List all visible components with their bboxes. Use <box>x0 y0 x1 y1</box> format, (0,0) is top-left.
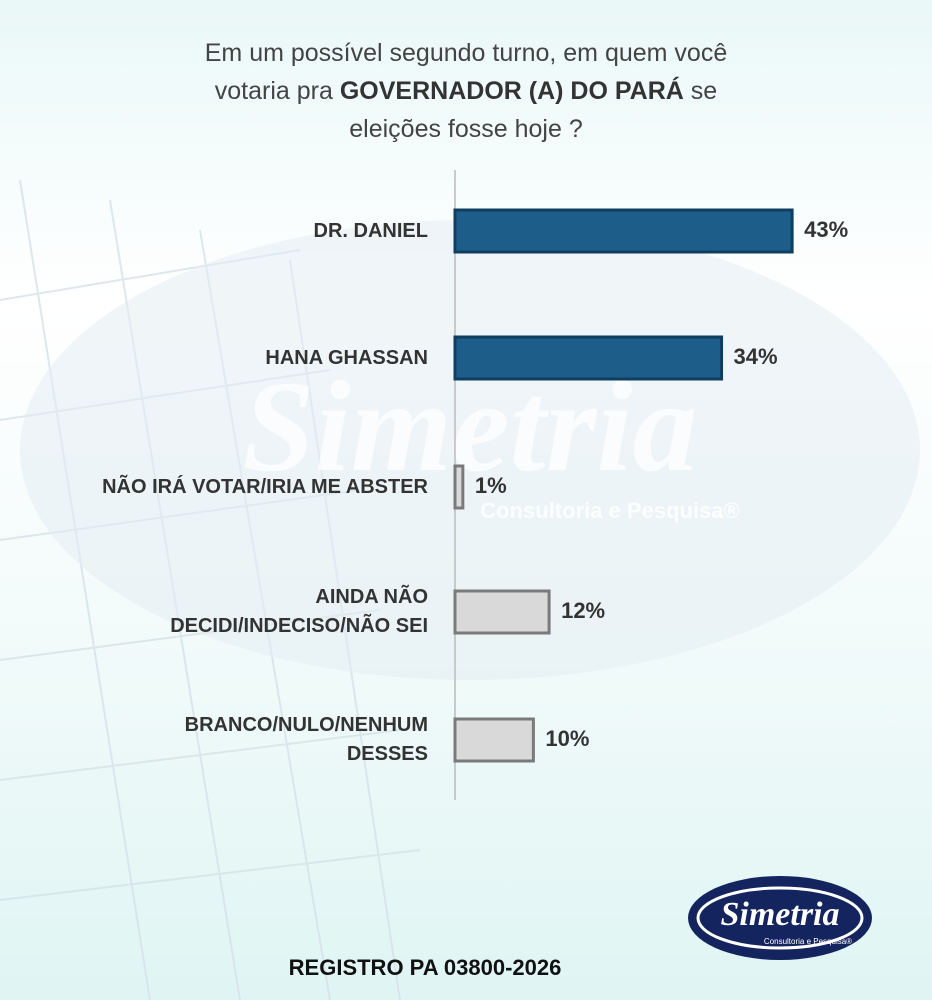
title-text: eleições fosse hoje ? <box>349 115 583 143</box>
logo-badge <box>688 876 872 960</box>
category-label: NÃO IRÁ VOTAR/IRIA ME ABSTER <box>102 475 428 498</box>
category-label: DR. DANIEL <box>313 219 428 242</box>
logo-swoosh <box>696 886 864 950</box>
bar <box>453 589 551 635</box>
bar <box>453 335 724 381</box>
logo-name: Simetria <box>720 896 839 933</box>
footer: REGISTRO PA 03800-2026 <box>288 955 562 980</box>
value-label: 43% <box>804 217 849 242</box>
bar <box>453 717 535 763</box>
bar <box>453 208 794 254</box>
title-text: votaria pra <box>214 77 333 105</box>
title-text: Em um possível segundo turno, em quem vo… <box>204 39 728 67</box>
watermark-tagline: Consultoria e Pesquisa® <box>480 498 740 523</box>
title-emphasis: GOVERNADOR (A) DO PARÁ <box>339 77 684 105</box>
value-label: 12% <box>561 598 606 623</box>
value-label: 34% <box>733 344 778 369</box>
category-label: BRANCO/NULO/NENHUM DESSES <box>184 714 428 765</box>
logo-tagline: Consultoria e Pesquisa® <box>764 937 852 946</box>
bar <box>453 464 465 510</box>
value-label: 1% <box>474 473 507 498</box>
value-label: 10% <box>545 726 590 751</box>
chart-title: Em um possível segundo turno, em quem vo… <box>0 34 932 148</box>
title-text: se <box>690 77 718 105</box>
category-label: AINDA NÃO DECIDI/INDECISO/NÃO SEI <box>170 586 428 637</box>
category-label: HANA GHASSAN <box>265 346 428 369</box>
